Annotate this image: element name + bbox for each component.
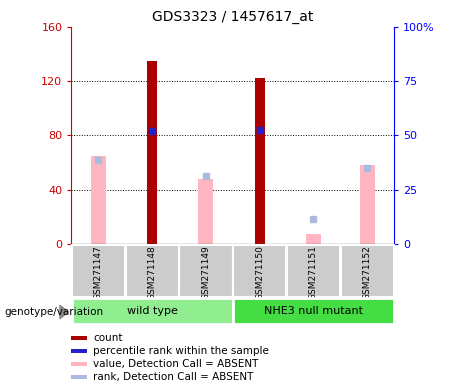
Text: value, Detection Call = ABSENT: value, Detection Call = ABSENT	[93, 359, 258, 369]
Text: rank, Detection Call = ABSENT: rank, Detection Call = ABSENT	[93, 372, 254, 382]
Text: GSM271152: GSM271152	[363, 245, 372, 300]
Text: GSM271148: GSM271148	[148, 245, 157, 300]
Bar	[71, 362, 87, 366]
Bar	[71, 349, 87, 353]
Text: GSM271151: GSM271151	[309, 245, 318, 300]
Polygon shape	[60, 305, 68, 319]
Bar	[306, 234, 321, 244]
FancyBboxPatch shape	[72, 298, 232, 324]
Bar	[198, 179, 213, 244]
FancyBboxPatch shape	[287, 245, 340, 297]
Text: wild type: wild type	[127, 306, 177, 316]
Text: GSM271147: GSM271147	[94, 245, 103, 300]
Text: count: count	[93, 333, 123, 343]
Bar	[71, 336, 87, 340]
FancyBboxPatch shape	[179, 245, 232, 297]
Text: percentile rank within the sample: percentile rank within the sample	[93, 346, 269, 356]
Bar	[360, 165, 375, 244]
Bar	[255, 78, 265, 244]
FancyBboxPatch shape	[341, 245, 394, 297]
FancyBboxPatch shape	[72, 245, 125, 297]
FancyBboxPatch shape	[233, 245, 286, 297]
Text: genotype/variation: genotype/variation	[5, 307, 104, 317]
Text: GSM271149: GSM271149	[201, 245, 210, 300]
FancyBboxPatch shape	[233, 298, 394, 324]
FancyBboxPatch shape	[125, 245, 179, 297]
Text: GSM271150: GSM271150	[255, 245, 264, 300]
Bar	[91, 156, 106, 244]
Title: GDS3323 / 1457617_at: GDS3323 / 1457617_at	[152, 10, 313, 25]
Bar	[71, 375, 87, 379]
Bar	[148, 61, 157, 244]
Text: NHE3 null mutant: NHE3 null mutant	[264, 306, 363, 316]
